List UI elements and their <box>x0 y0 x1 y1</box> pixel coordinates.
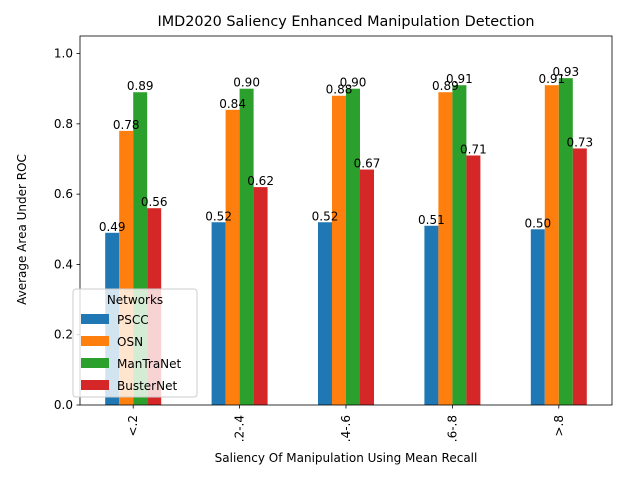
legend-label-busternet: BusterNet <box>117 379 177 393</box>
bar-pscc-2 <box>318 222 332 405</box>
y-axis-label: Average Area Under ROC <box>15 154 29 305</box>
y-tick-label-1: 0.2 <box>54 328 73 342</box>
bar-osn-4 <box>544 85 559 405</box>
value-label-mantranet-4: 0.93 <box>552 65 579 79</box>
value-label-mantranet-1: 0.90 <box>233 76 260 90</box>
value-label-pscc-4: 0.50 <box>524 216 551 230</box>
bar-mantranet-1 <box>239 88 254 405</box>
x-tick-label-1: .2-.4 <box>233 415 247 442</box>
y-tick-label-4: 0.8 <box>54 117 73 131</box>
x-tick-label-4: >.8 <box>552 415 566 437</box>
legend-label-pscc: PSCC <box>117 313 149 327</box>
bar-osn-1 <box>225 109 240 406</box>
value-label-osn-3: 0.89 <box>432 79 459 93</box>
legend-label-osn: OSN <box>117 335 143 349</box>
value-label-busternet-4: 0.73 <box>566 135 593 149</box>
axes-group: 0.0 0.2 0.4 0.6 0.8 1.0 <.2 .2-.4 .4-.6 .6-.8 >.8 <box>54 35 613 442</box>
value-label-osn-4: 0.91 <box>538 72 565 86</box>
value-label-busternet-0: 0.56 <box>141 195 168 209</box>
value-label-pscc-0: 0.49 <box>99 220 126 234</box>
x-tick-label-3: .6-.8 <box>445 415 459 442</box>
y-tick-label-0: 0.0 <box>54 398 73 412</box>
value-label-pscc-3: 0.51 <box>418 213 445 227</box>
bar-pscc-3 <box>424 225 439 405</box>
value-labels-group: 0.490.52 0.52 0.51 0.500.780.840.88 0.890.91… <box>99 65 593 234</box>
bar-osn-2 <box>332 95 346 405</box>
value-label-pscc-2: 0.52 <box>312 209 339 223</box>
value-label-busternet-2: 0.67 <box>354 157 381 171</box>
bar-busternet-4 <box>572 148 587 405</box>
bar-pscc-1 <box>211 222 226 405</box>
value-label-mantranet-3: 0.91 <box>446 72 473 86</box>
bar-busternet-1 <box>253 187 268 405</box>
x-tick-label-0: <.2 <box>126 415 140 437</box>
value-label-mantranet-0: 0.89 <box>127 79 154 93</box>
y-tick-label-2: 0.4 <box>54 257 73 271</box>
legend: Networks PSCC OSN ManTraNet BusterNet <box>72 288 198 398</box>
value-label-busternet-1: 0.62 <box>247 174 274 188</box>
bar-busternet-2 <box>360 169 374 405</box>
value-label-osn-0: 0.78 <box>113 118 140 132</box>
legend-swatch-mantranet <box>81 358 109 368</box>
legend-swatch-busternet <box>81 380 109 390</box>
y-tick-label-5: 1.0 <box>54 47 73 61</box>
bars-group <box>105 78 587 406</box>
x-axis-label: Saliency Of Manipulation Using Mean Reca… <box>215 451 478 465</box>
value-label-osn-1: 0.84 <box>219 97 246 111</box>
value-label-busternet-3: 0.71 <box>460 142 487 156</box>
bar-mantranet-4 <box>558 78 573 406</box>
bar-mantranet-2 <box>346 88 360 405</box>
y-tick-label-3: 0.6 <box>54 187 73 201</box>
bar-osn-3 <box>438 92 453 405</box>
legend-label-mantranet: ManTraNet <box>117 357 182 371</box>
legend-swatch-pscc <box>81 314 109 324</box>
value-label-pscc-1: 0.52 <box>205 209 232 223</box>
x-tick-label-2: .4-.6 <box>339 415 353 442</box>
value-label-mantranet-2: 0.90 <box>340 76 367 90</box>
bar-busternet-3 <box>466 155 481 405</box>
bar-mantranet-3 <box>452 85 467 405</box>
value-label-osn-2: 0.88 <box>326 83 353 97</box>
legend-swatch-osn <box>81 336 109 346</box>
bar-pscc-4 <box>530 229 545 405</box>
chart-title: IMD2020 Saliency Enhanced Manipulation D… <box>157 14 534 30</box>
legend-title: Networks <box>107 293 163 307</box>
